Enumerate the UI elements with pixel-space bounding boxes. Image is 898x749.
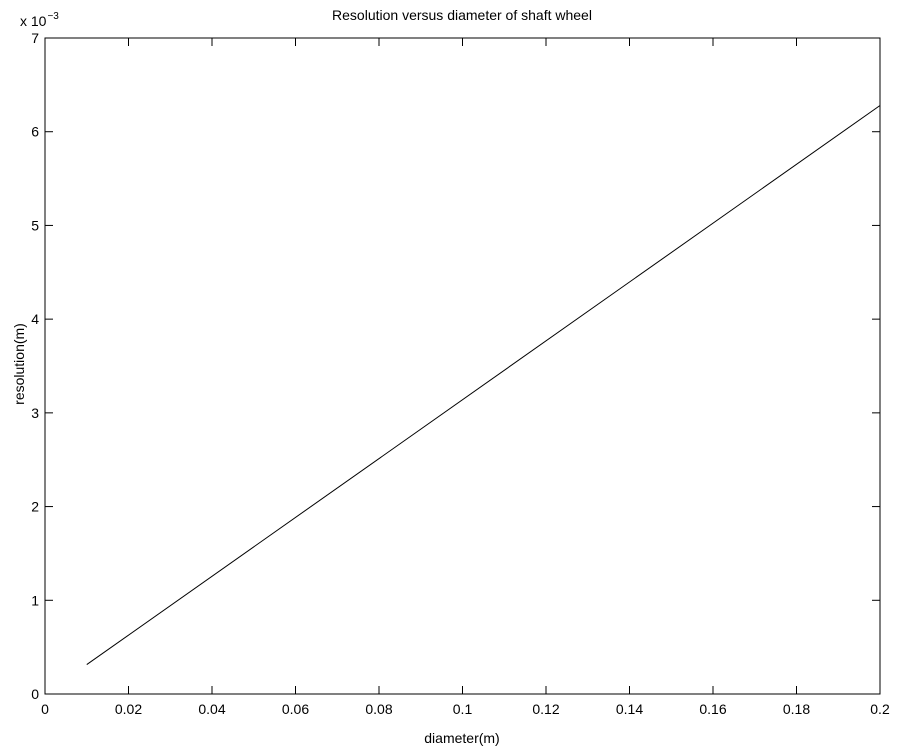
y-tick-label: 0 xyxy=(31,686,39,702)
x-tick-label: 0.08 xyxy=(365,701,392,717)
x-tick-label: 0.2 xyxy=(870,701,890,717)
y-tick-label: 1 xyxy=(31,592,39,608)
x-tick-label: 0.04 xyxy=(198,701,225,717)
y-tick-label: 5 xyxy=(31,217,39,233)
chart-title: Resolution versus diameter of shaft whee… xyxy=(332,7,592,23)
series-line xyxy=(86,105,881,665)
x-tick-label: 0 xyxy=(41,701,49,717)
y-axis-exponent: x 10−3 xyxy=(20,11,59,29)
y-tick-label: 2 xyxy=(31,499,39,515)
y-tick-label: 3 xyxy=(31,405,39,421)
x-tick-label: 0.16 xyxy=(699,701,726,717)
x-tick-label: 0.1 xyxy=(453,701,473,717)
y-tick-label: 6 xyxy=(31,124,39,140)
y-axis-ticks: 0 1 2 3 4 5 6 7 xyxy=(31,30,880,702)
y-exponent-base: x 10 xyxy=(20,13,47,29)
x-axis-label: diameter(m) xyxy=(424,730,499,746)
y-tick-label: 4 xyxy=(31,311,39,327)
x-tick-label: 0.14 xyxy=(616,701,643,717)
x-tick-label: 0.02 xyxy=(115,701,142,717)
x-tick-label: 0.06 xyxy=(282,701,309,717)
x-tick-label: 0.12 xyxy=(532,701,559,717)
x-tick-label: 0.18 xyxy=(783,701,810,717)
y-exponent-power: −3 xyxy=(47,11,59,22)
x-axis-ticks: 0 0.02 0.04 0.06 0.08 0.1 0.12 0.14 0.16 0.18 0.2 xyxy=(41,38,890,717)
y-axis-label: resolution(m) xyxy=(11,323,27,405)
series-layer xyxy=(86,105,881,665)
y-tick-label: 7 xyxy=(31,30,39,46)
